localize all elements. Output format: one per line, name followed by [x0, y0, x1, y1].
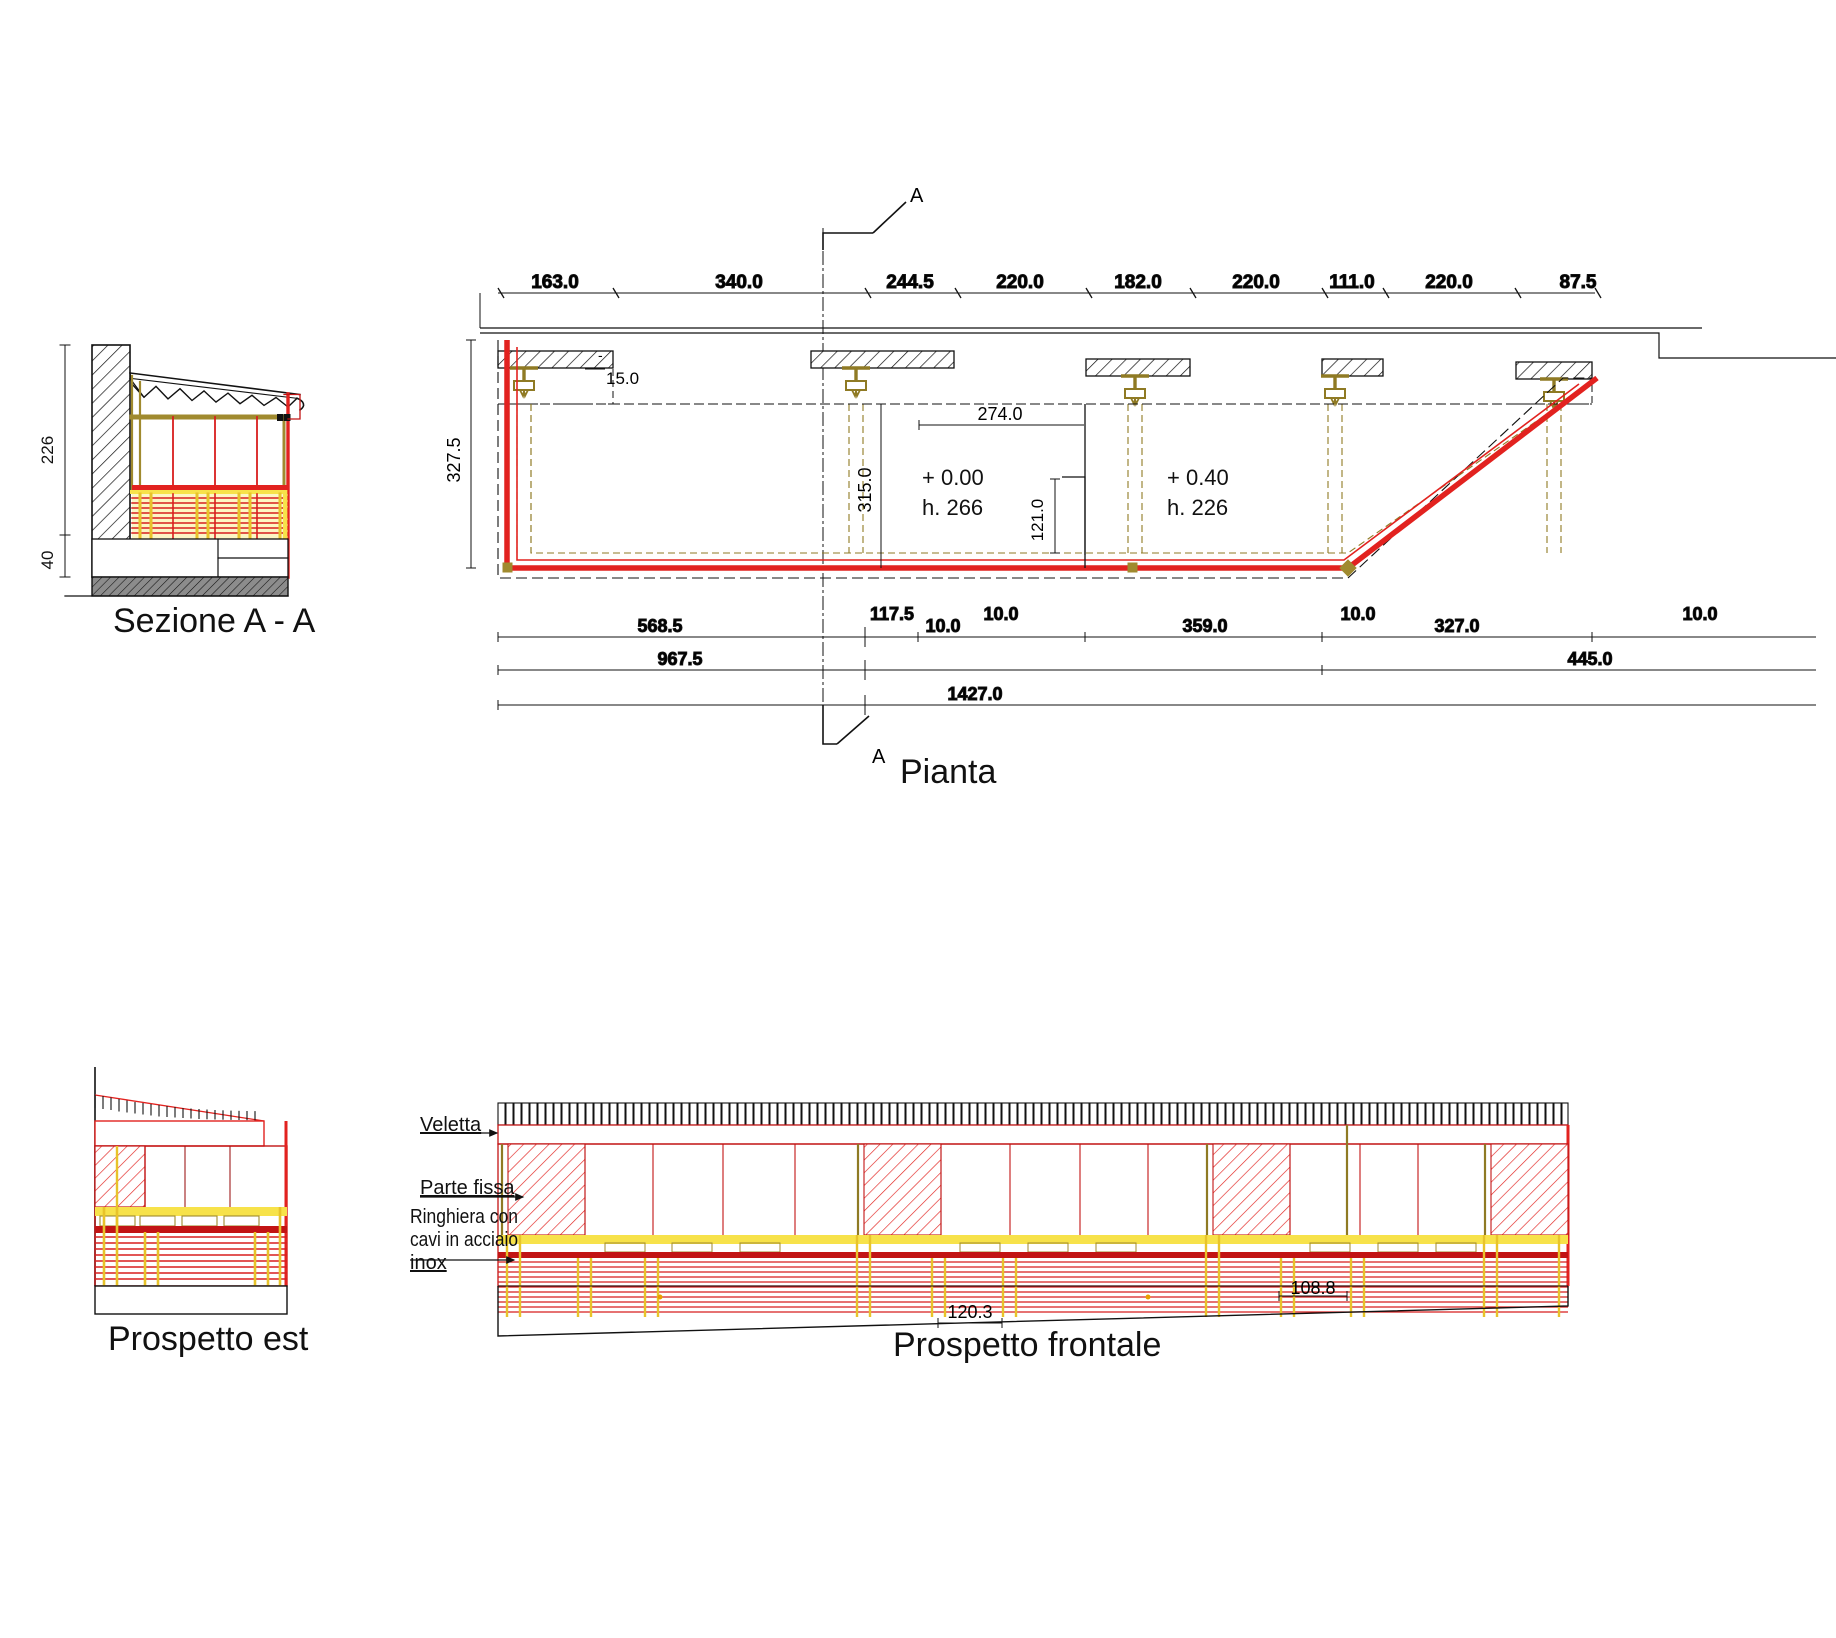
svg-text:220.0: 220.0 — [1232, 272, 1280, 293]
svg-text:182.0: 182.0 — [1114, 272, 1162, 293]
svg-text:15.0: 15.0 — [606, 369, 639, 388]
svg-text:10.0: 10.0 — [925, 616, 960, 636]
svg-text:445.0: 445.0 — [1567, 649, 1612, 669]
svg-text:-: - — [598, 347, 603, 363]
svg-text:315.0: 315.0 — [855, 467, 875, 512]
svg-text:967.5: 967.5 — [657, 649, 702, 669]
svg-text:Pianta: Pianta — [900, 753, 996, 791]
svg-text:120.3: 120.3 — [947, 1302, 992, 1322]
svg-text:40: 40 — [38, 551, 57, 570]
svg-text:327.5: 327.5 — [444, 437, 464, 482]
svg-text:327.0: 327.0 — [1434, 616, 1479, 636]
svg-text:10.0: 10.0 — [1340, 604, 1375, 624]
svg-text:A: A — [910, 185, 924, 207]
svg-text:108.8: 108.8 — [1290, 1278, 1335, 1298]
svg-text:Ringhiera con: Ringhiera con — [410, 1206, 518, 1228]
svg-text:cavi in acciaio: cavi in acciaio — [410, 1229, 518, 1251]
svg-text:Prospetto est: Prospetto est — [108, 1320, 309, 1358]
svg-text:220.0: 220.0 — [996, 272, 1044, 293]
svg-text:244.5: 244.5 — [886, 272, 934, 293]
svg-text:Prospetto frontale: Prospetto frontale — [893, 1326, 1161, 1364]
svg-text:568.5: 568.5 — [637, 616, 682, 636]
svg-text:87.5: 87.5 — [1560, 272, 1597, 293]
svg-text:h. 266: h. 266 — [922, 495, 983, 520]
svg-text:+ 0.40: + 0.40 — [1167, 465, 1229, 490]
svg-text:A: A — [872, 746, 886, 768]
svg-text:111.0: 111.0 — [1329, 272, 1374, 293]
svg-text:163.0: 163.0 — [531, 272, 579, 293]
svg-text:274.0: 274.0 — [977, 404, 1022, 424]
svg-text:h. 226: h. 226 — [1167, 495, 1228, 520]
svg-text:inox: inox — [410, 1252, 447, 1274]
svg-text:Parte fissa: Parte fissa — [420, 1177, 515, 1199]
svg-text:Sezione A - A: Sezione A - A — [113, 602, 316, 640]
svg-text:1427.0: 1427.0 — [947, 684, 1002, 704]
svg-text:226: 226 — [38, 436, 57, 464]
svg-text:117.5: 117.5 — [870, 604, 914, 624]
svg-text:121.0: 121.0 — [1028, 499, 1047, 542]
svg-text:10.0: 10.0 — [983, 604, 1018, 624]
svg-text:220.0: 220.0 — [1425, 272, 1473, 293]
svg-text:10.0: 10.0 — [1682, 604, 1717, 624]
svg-text:+ 0.00: + 0.00 — [922, 465, 984, 490]
svg-text:340.0: 340.0 — [715, 272, 763, 293]
svg-text:359.0: 359.0 — [1182, 616, 1227, 636]
